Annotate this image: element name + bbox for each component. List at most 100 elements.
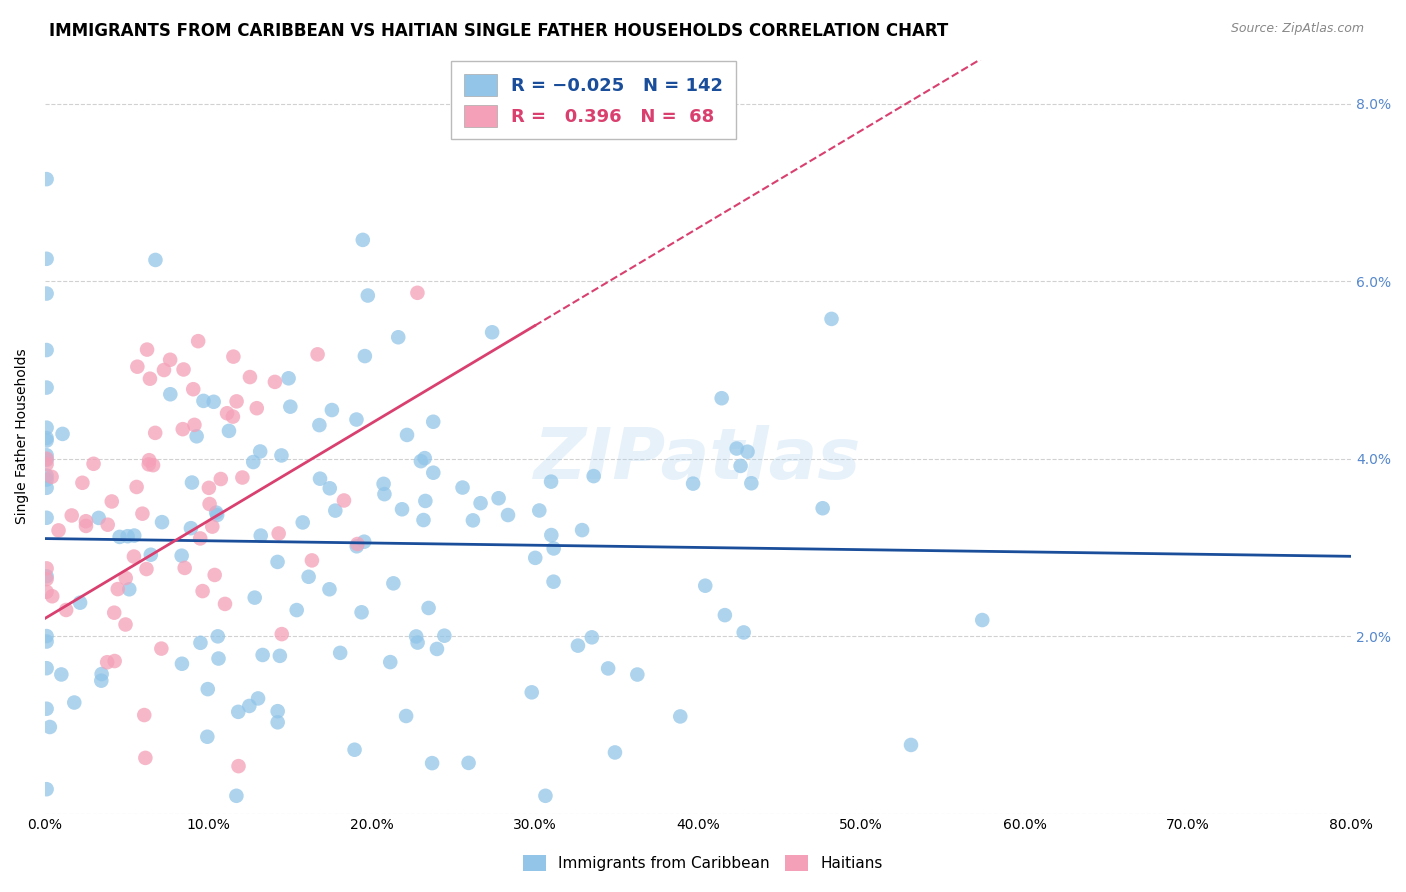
Point xyxy=(181,382,204,396)
Point xyxy=(333,493,356,508)
Point xyxy=(488,491,510,506)
Point xyxy=(395,709,418,723)
Point xyxy=(138,458,160,472)
Point xyxy=(382,576,405,591)
Point xyxy=(201,519,224,533)
Point xyxy=(150,641,173,656)
Point xyxy=(380,655,402,669)
Point xyxy=(278,400,301,414)
Point xyxy=(138,453,160,467)
Point xyxy=(35,702,58,716)
Point xyxy=(406,635,429,649)
Point xyxy=(350,605,373,619)
Point xyxy=(246,401,269,416)
Point xyxy=(69,596,91,610)
Point xyxy=(75,519,97,533)
Point xyxy=(205,508,228,522)
Point xyxy=(725,442,748,456)
Point xyxy=(291,516,314,530)
Point xyxy=(353,534,375,549)
Point xyxy=(226,705,249,719)
Point xyxy=(197,682,219,697)
Point xyxy=(231,470,253,484)
Point xyxy=(603,746,626,760)
Point xyxy=(198,497,221,511)
Point xyxy=(83,457,105,471)
Point xyxy=(35,510,58,524)
Point xyxy=(127,359,149,374)
Point xyxy=(159,387,181,401)
Point xyxy=(695,579,717,593)
Point xyxy=(710,391,733,405)
Point xyxy=(187,334,209,348)
Point xyxy=(35,451,58,466)
Point xyxy=(567,639,589,653)
Point xyxy=(740,476,762,491)
Point xyxy=(309,472,332,486)
Point xyxy=(35,782,58,797)
Point xyxy=(153,363,176,377)
Point xyxy=(193,393,215,408)
Point xyxy=(38,720,60,734)
Point xyxy=(534,789,557,803)
Point xyxy=(35,172,58,186)
Point xyxy=(308,418,330,433)
Point xyxy=(266,555,288,569)
Point xyxy=(35,569,58,583)
Point xyxy=(35,448,58,462)
Point xyxy=(35,584,58,599)
Point xyxy=(543,541,565,556)
Point xyxy=(238,698,260,713)
Point xyxy=(540,475,562,489)
Point xyxy=(301,553,323,567)
Point xyxy=(972,613,994,627)
Point xyxy=(405,630,427,644)
Text: Source: ZipAtlas.com: Source: ZipAtlas.com xyxy=(1230,22,1364,36)
Point xyxy=(215,406,238,420)
Point xyxy=(426,642,449,657)
Point xyxy=(90,673,112,688)
Point xyxy=(346,537,368,551)
Point xyxy=(319,481,342,495)
Y-axis label: Single Father Households: Single Father Households xyxy=(15,349,30,524)
Point xyxy=(35,434,58,448)
Point xyxy=(103,606,125,620)
Point xyxy=(418,601,440,615)
Point xyxy=(190,636,212,650)
Point xyxy=(391,502,413,516)
Point xyxy=(204,568,226,582)
Point xyxy=(395,428,418,442)
Point xyxy=(135,562,157,576)
Point xyxy=(225,394,247,409)
Point xyxy=(543,574,565,589)
Point xyxy=(145,252,167,267)
Point xyxy=(218,424,240,438)
Point xyxy=(307,347,329,361)
Point xyxy=(270,627,292,641)
Point xyxy=(180,521,202,535)
Point xyxy=(35,457,58,471)
Text: IMMIGRANTS FROM CARIBBEAN VS HAITIAN SINGLE FATHER HOUSEHOLDS CORRELATION CHART: IMMIGRANTS FROM CARIBBEAN VS HAITIAN SIN… xyxy=(49,22,949,40)
Point xyxy=(75,514,97,528)
Point xyxy=(247,691,270,706)
Point xyxy=(186,429,208,443)
Point xyxy=(270,449,292,463)
Point xyxy=(131,507,153,521)
Point xyxy=(540,528,562,542)
Point xyxy=(118,582,141,597)
Point xyxy=(143,425,166,440)
Point xyxy=(136,343,159,357)
Point xyxy=(207,651,229,665)
Point xyxy=(159,352,181,367)
Point xyxy=(249,444,271,458)
Point xyxy=(900,738,922,752)
Point xyxy=(96,655,118,669)
Point xyxy=(321,403,343,417)
Point xyxy=(413,451,436,466)
Point xyxy=(285,603,308,617)
Point xyxy=(108,530,131,544)
Point xyxy=(134,751,156,765)
Point xyxy=(249,528,271,542)
Point xyxy=(122,528,145,542)
Point xyxy=(48,524,70,538)
